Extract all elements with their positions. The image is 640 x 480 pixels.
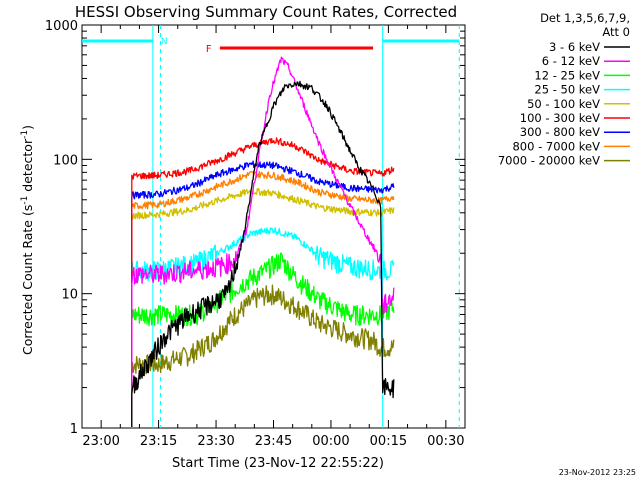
legend-header: Det 1,3,5,6,7,9, [540, 11, 630, 25]
x-tick-label: 00:30 [427, 434, 464, 449]
series-group [131, 56, 395, 427]
legend-label: 50 - 100 keV [527, 97, 600, 111]
series-line [131, 227, 395, 427]
series-line [131, 187, 395, 427]
chart-title: HESSI Observing Summary Count Rates, Cor… [75, 3, 457, 21]
series-line [131, 137, 395, 427]
x-tick-label: 23:45 [255, 434, 292, 449]
night-label: N [161, 37, 168, 47]
legend-label: 6 - 12 keV [542, 54, 600, 68]
date-stamp: 23-Nov-2012 23:25 [559, 468, 636, 477]
y-tick-label: 100 [53, 153, 78, 168]
series-line [131, 284, 395, 427]
plot-axes: 23:00 23:15 23:30 23:45 00:00 00:15 00:30 1 10 10… [45, 19, 466, 449]
legend-label: 3 - 6 keV [549, 40, 600, 54]
y-tick-label: 1 [70, 422, 78, 437]
legend-label: 100 - 300 keV [520, 111, 600, 125]
x-tick-label: 23:15 [140, 434, 177, 449]
x-tick-label: 23:00 [82, 434, 119, 449]
legend-header: Att 0 [602, 25, 630, 39]
x-axis-label: Start Time (23-Nov-12 22:55:22) [172, 456, 384, 471]
legend-label: 12 - 25 keV [534, 68, 600, 82]
legend-label: 7000 - 20000 keV [498, 154, 600, 168]
legend-label: 25 - 50 keV [534, 83, 600, 97]
series-line [131, 160, 395, 427]
x-tick-label: 23:30 [197, 434, 234, 449]
series-line [131, 170, 395, 427]
legend-label: 800 - 7000 keV [512, 139, 600, 153]
flare-label: F [206, 44, 212, 55]
y-tick-label: 10 [61, 288, 78, 303]
series-line [131, 80, 395, 427]
annotations: NF [82, 25, 460, 428]
y-axis-label: Corrected Count Rate (s-1 detector-1) [20, 125, 35, 355]
y-tick-label: 1000 [45, 19, 78, 34]
x-tick-label: 00:15 [370, 434, 407, 449]
legend-label: 300 - 800 keV [520, 125, 600, 139]
x-tick-label: 00:00 [312, 434, 349, 449]
